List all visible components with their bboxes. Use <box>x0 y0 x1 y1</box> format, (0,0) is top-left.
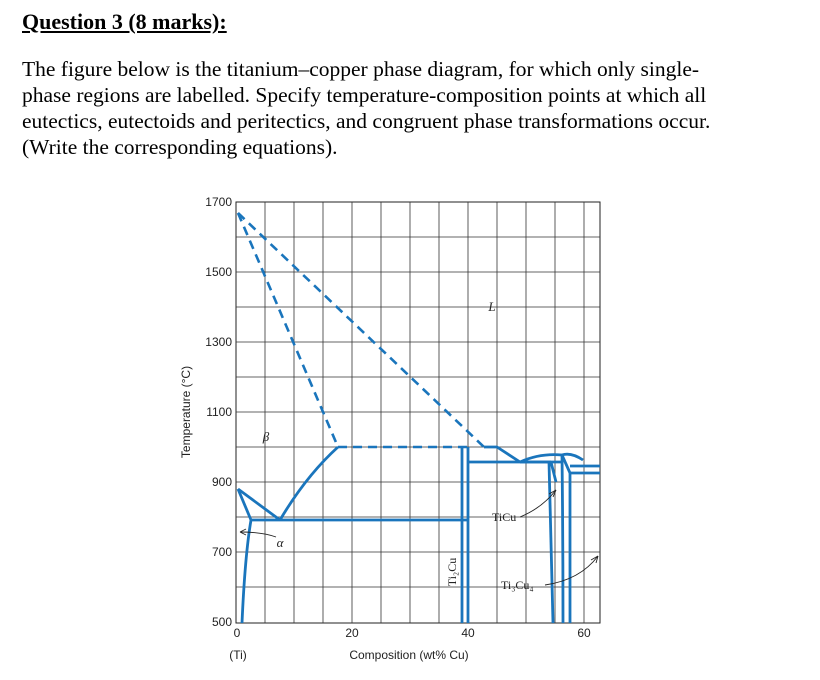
ti3cu4-leader-arrow <box>590 555 599 564</box>
y-tick-1700: 1700 <box>205 195 232 209</box>
compound-label-ticu: TiCu <box>492 510 516 524</box>
y-tick-900: 900 <box>212 475 232 489</box>
ti3cu4-leader <box>544 555 599 586</box>
solid-boundaries <box>236 445 600 624</box>
ti3cu4-liquidus <box>561 452 584 462</box>
grid <box>235 201 601 624</box>
y-tick-1300: 1300 <box>205 335 232 349</box>
x-tick-labels: 0 20 40 60 <box>234 626 591 640</box>
x-tick-0: 0 <box>234 626 241 640</box>
region-label-liquid: L <box>487 299 495 314</box>
question-line: eutectics, eutectoids and peritectics, a… <box>22 109 711 133</box>
alpha-leader <box>239 531 277 538</box>
phase-boundaries <box>236 212 600 624</box>
x-tick-60: 60 <box>577 626 591 640</box>
ti3cu4-slope <box>560 454 572 474</box>
beta-transus-right <box>278 445 339 521</box>
alpha-beta-boundary <box>236 488 253 521</box>
ticu-right-short <box>549 461 558 483</box>
question-text: The figure below is the titanium–copper … <box>22 56 802 160</box>
alpha-leader-arrow <box>239 528 247 536</box>
leader-lines <box>239 489 599 586</box>
compound-label-ti3cu4: Ti₃Cu₄ <box>501 578 534 592</box>
y-tick-500: 500 <box>212 615 232 629</box>
question-line: (Write the corresponding equations). <box>22 135 338 159</box>
ticu-liquidus <box>519 453 563 464</box>
liquidus-continuation <box>484 445 521 464</box>
question-line: phase regions are labelled. Specify temp… <box>22 83 707 107</box>
solidus-line <box>236 212 340 448</box>
y-tick-1500: 1500 <box>205 265 232 279</box>
ti3cu4-left-boundary <box>560 454 565 624</box>
ticu-leader <box>519 489 557 518</box>
y-tick-700: 700 <box>212 545 232 559</box>
ticu-leader-arrow <box>548 489 557 498</box>
alpha-solvus <box>240 519 253 624</box>
x-origin-label: (Ti) <box>229 648 247 662</box>
y-tick-labels: 1700 1500 1300 1100 900 700 500 <box>205 195 232 629</box>
region-label-beta: β <box>262 429 270 444</box>
y-axis-label: Temperature (°C) <box>179 366 193 458</box>
x-tick-40: 40 <box>461 626 475 640</box>
dashed-boundaries <box>236 212 485 449</box>
question-heading: Question 3 (8 marks): <box>22 9 227 34</box>
ticu-left-boundary <box>547 461 555 624</box>
x-axis-label: Composition (wt% Cu) <box>349 648 468 662</box>
vertical-gridlines <box>264 202 585 623</box>
plot-frame <box>235 201 601 624</box>
question-line: The figure below is the titanium–copper … <box>22 57 700 81</box>
x-tick-20: 20 <box>345 626 359 640</box>
horizontal-gridlines <box>236 236 600 588</box>
beta-transus-left <box>237 487 281 522</box>
compound-label-ti2cu: Ti₂Cu <box>445 558 459 586</box>
liquidus-line <box>237 212 485 448</box>
region-label-alpha: α <box>277 535 285 550</box>
y-tick-1100: 1100 <box>206 405 232 419</box>
